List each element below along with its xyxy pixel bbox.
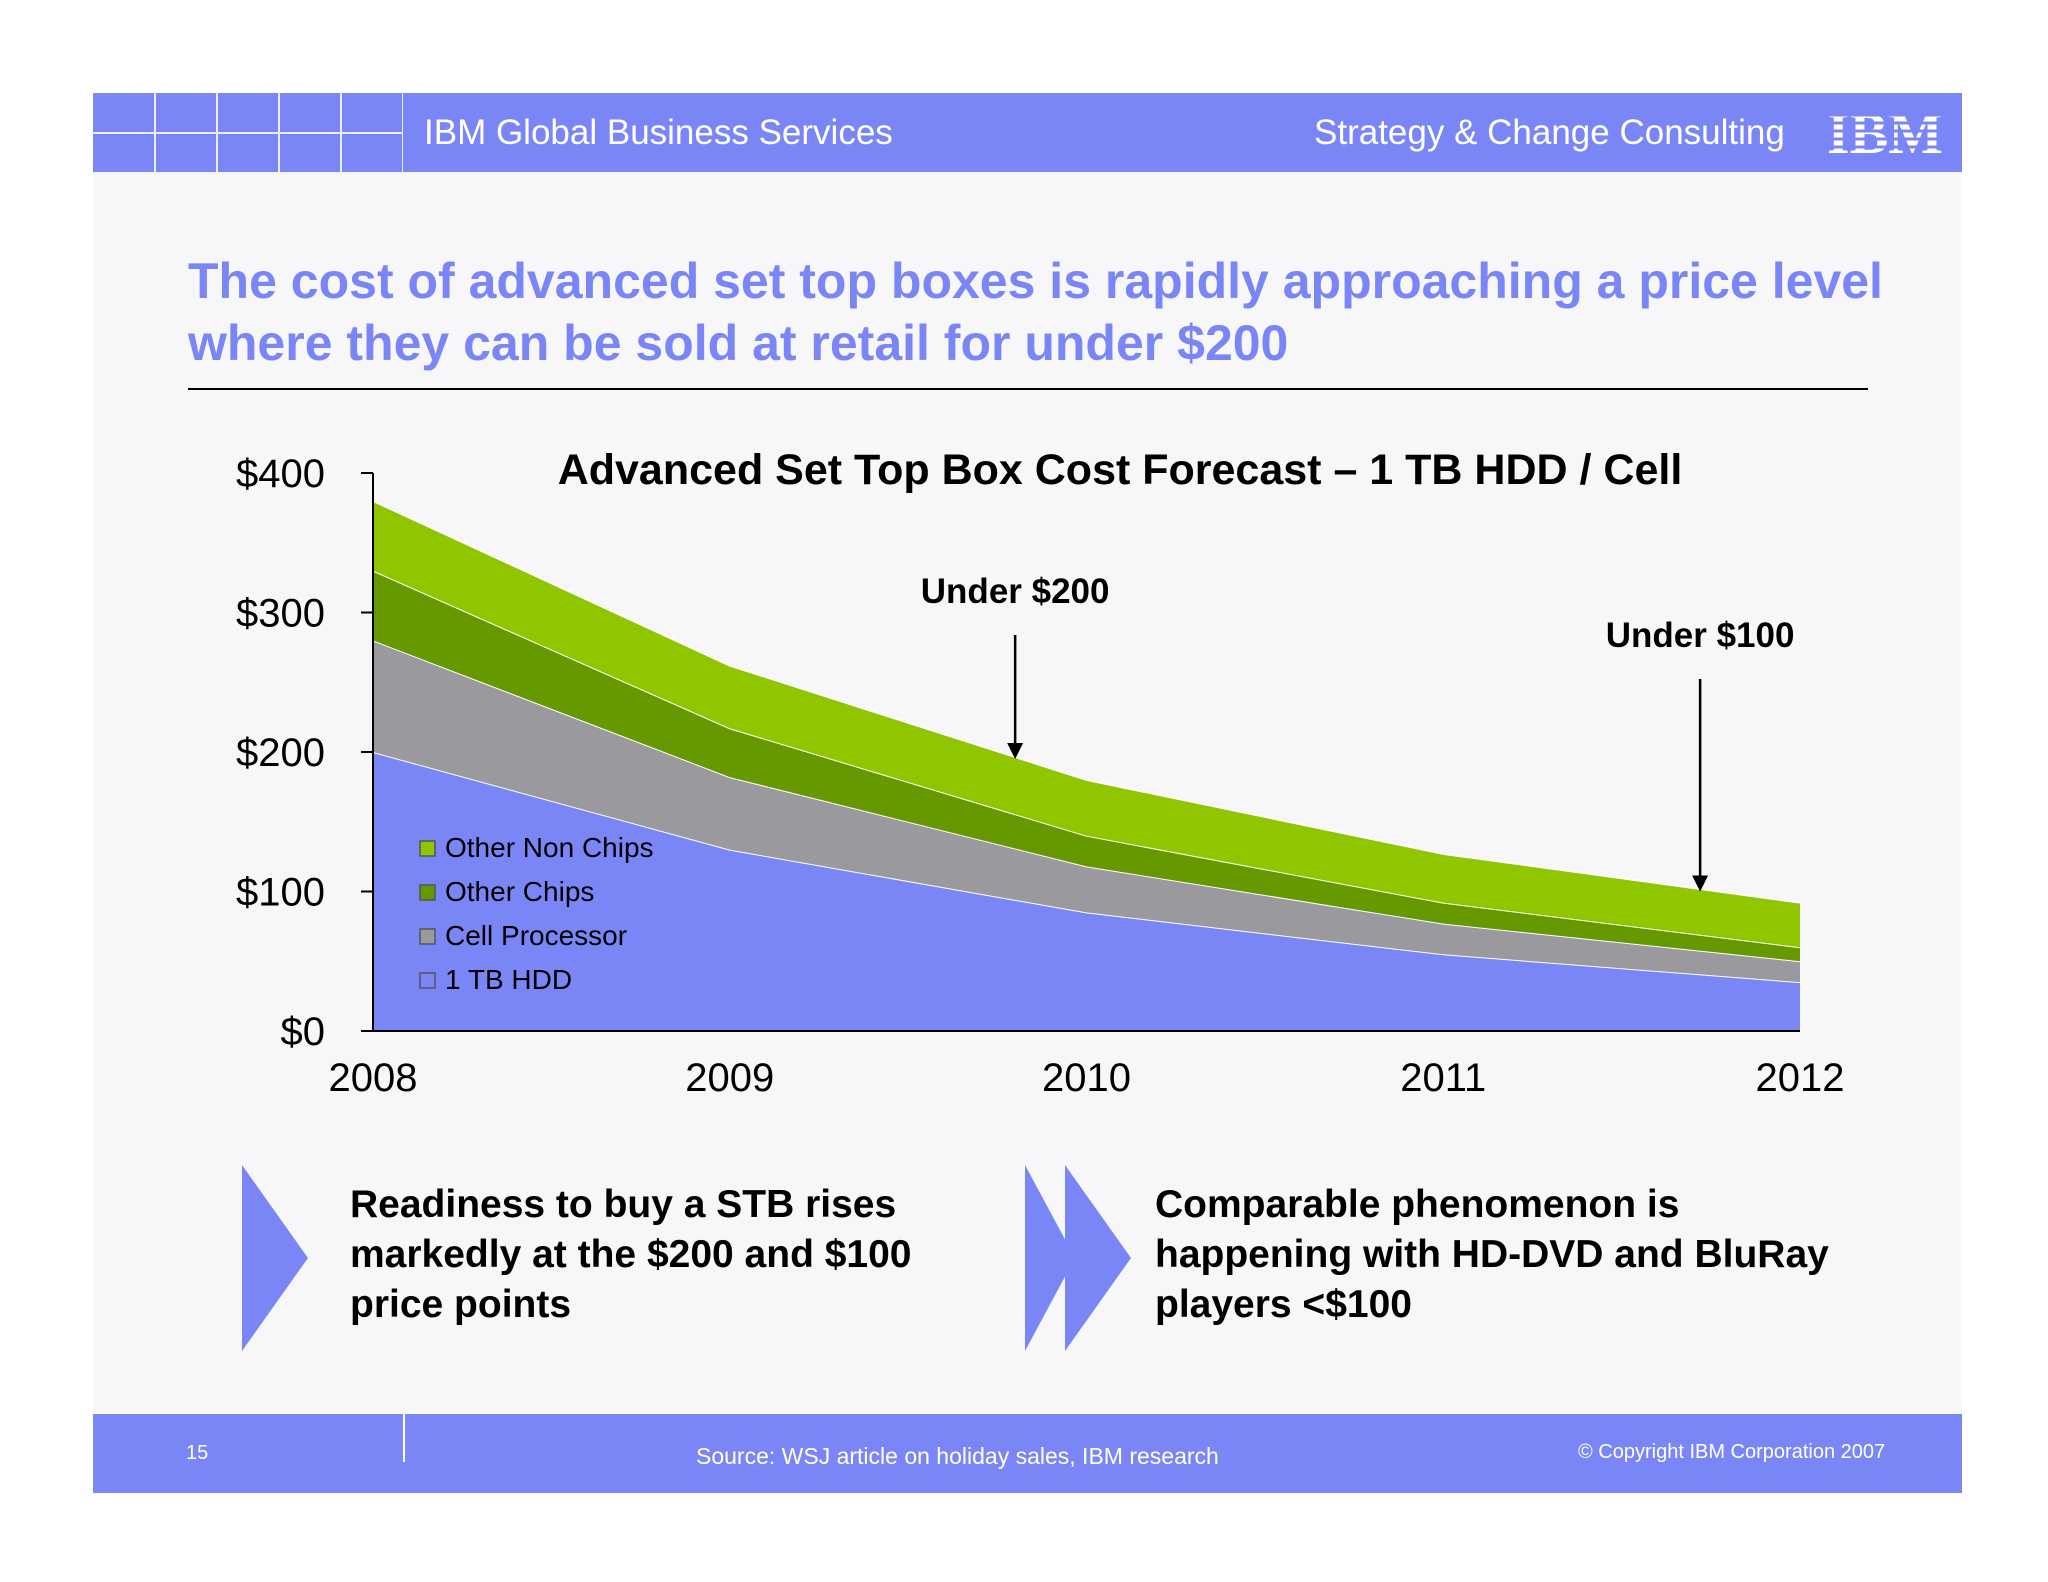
header-division-label: Strategy & Change Consulting [1314, 113, 1785, 152]
annotation-arrow-head [1007, 742, 1024, 759]
area-series-other-non-chips [373, 500, 1800, 948]
x-tick-label: 2010 [1042, 1056, 1131, 1100]
header-bar [93, 93, 1962, 172]
header-grid-pattern [93, 93, 403, 172]
source-note: Source: WSJ article on holiday sales, IB… [696, 1443, 1219, 1469]
legend-swatch [419, 972, 436, 989]
bullet-comparable: Comparable phenomenon is happening with … [1155, 1183, 1829, 1326]
double-chevron-icon [1025, 1165, 1131, 1351]
ibm-logo-text: IBM [1827, 103, 1943, 163]
x-tick-label: 2008 [329, 1056, 418, 1100]
annotation-label: Under $200 [921, 572, 1110, 611]
legend-label: 1 TB HDD [445, 964, 572, 995]
y-tick-label: $0 [281, 1010, 326, 1054]
chart-title: Advanced Set Top Box Cost Forecast – 1 T… [558, 446, 1683, 494]
annotation-arrow-head [1692, 875, 1709, 892]
y-tick-label: $300 [236, 592, 325, 636]
single-chevron-icon [242, 1165, 308, 1351]
annotation-label: Under $100 [1606, 616, 1795, 655]
slide-title: The cost of advanced set top boxes is ra… [188, 253, 1883, 371]
x-tick-label: 2009 [685, 1056, 774, 1100]
bullet-readiness: Readiness to buy a STB rises markedly at… [350, 1183, 912, 1326]
y-tick-label: $400 [236, 452, 325, 496]
legend-swatch [419, 840, 436, 857]
page-number: 15 [186, 1442, 209, 1464]
copyright-note: © Copyright IBM Corporation 2007 [1578, 1441, 1886, 1463]
legend-swatch [419, 884, 436, 901]
series-boundary-line [372, 499, 1801, 904]
header-company-label: IBM Global Business Services [424, 113, 893, 152]
legend-label: Cell Processor [445, 920, 627, 951]
y-tick-label: $100 [236, 871, 325, 915]
x-tick-label: 2012 [1756, 1056, 1845, 1100]
x-tick-label: 2011 [1400, 1056, 1486, 1100]
y-tick-label: $200 [236, 731, 325, 775]
ibm-logo: IBM [1820, 103, 1950, 163]
area-series-cell-processor [373, 640, 1800, 983]
cost-forecast-chart: Advanced Set Top Box Cost Forecast – 1 T… [236, 446, 1845, 1100]
legend-label: Other Non Chips [445, 832, 654, 863]
legend-label: Other Chips [445, 876, 594, 907]
footer-divider [403, 1414, 405, 1462]
legend-swatch [419, 928, 436, 945]
area-series-1-tb-hdd [373, 752, 1800, 1031]
title-divider [188, 388, 1868, 390]
